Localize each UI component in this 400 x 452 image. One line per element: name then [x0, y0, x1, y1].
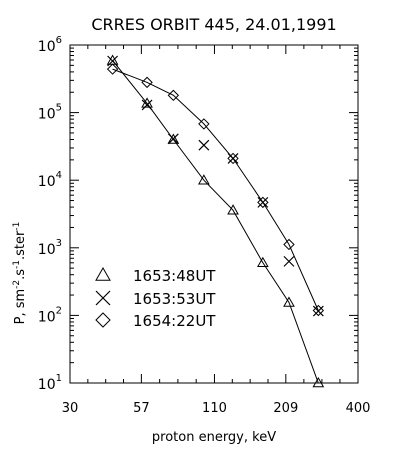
- data-point: [167, 133, 179, 145]
- y-tick-exp: 2: [56, 305, 62, 316]
- y-label-exp-1: -2: [12, 280, 22, 289]
- data-point: [257, 256, 269, 268]
- data-point: [227, 204, 239, 215]
- data-point: [312, 304, 325, 317]
- data-point: [106, 63, 119, 75]
- x-tick-label: 57: [133, 401, 150, 416]
- legend-label: 1653:48UT: [133, 267, 216, 285]
- series-line: [112, 68, 319, 311]
- data-point: [167, 133, 180, 144]
- data-point: [283, 238, 295, 251]
- y-tick-exp: 4: [56, 170, 62, 181]
- y-tick-label: 102: [38, 305, 62, 325]
- x-tick-label: 400: [346, 401, 371, 416]
- legend-symbol: [95, 312, 111, 328]
- legend-label: 1654:22UT: [133, 312, 216, 330]
- y-label-mid-2: .ster: [13, 230, 28, 260]
- data-point: [257, 196, 269, 208]
- y-tick-exp: 3: [56, 238, 62, 249]
- y-tick-label: 105: [38, 103, 62, 123]
- y-tick-label: 104: [38, 170, 62, 190]
- x-tick-label: 209: [273, 401, 298, 416]
- y-tick-base: 10: [38, 107, 56, 123]
- data-point: [227, 152, 239, 165]
- y-tick-base: 10: [38, 39, 56, 55]
- data-point: [198, 118, 210, 130]
- y-label-mid-1: .s: [13, 269, 28, 280]
- data-point: [107, 55, 119, 67]
- legend: 1653:48UT 1653:53UT 1654:22UT: [95, 266, 216, 330]
- data-point: [312, 305, 324, 317]
- x-axis-label: proton energy, keV: [152, 430, 276, 445]
- x-tick-label: 110: [202, 401, 227, 416]
- y-tick-base: 10: [38, 174, 56, 190]
- y-label-exp-3: -1: [12, 222, 22, 231]
- data-point: [198, 139, 210, 151]
- data-point: [257, 196, 269, 209]
- data-point: [312, 376, 325, 388]
- data-point: [198, 174, 210, 185]
- legend-symbol: [95, 266, 111, 281]
- y-tick-label: 101: [38, 373, 62, 393]
- y-tick-base: 10: [38, 242, 56, 258]
- data-point: [141, 99, 153, 111]
- legend-label: 1653:53UT: [133, 290, 216, 308]
- y-tick-base: 10: [38, 377, 56, 393]
- chart-title: CRRES ORBIT 445, 24.01,1991: [91, 15, 336, 34]
- y-label-exp-2: -1: [12, 260, 22, 269]
- y-tick-exp: 5: [56, 103, 62, 114]
- data-point: [141, 76, 153, 89]
- y-tick-label: 106: [38, 35, 62, 55]
- plot-frame: [69, 44, 359, 384]
- y-label-base: P, sm: [13, 289, 28, 325]
- y-axis-label: P, sm-2.s-1.ster-1: [12, 222, 28, 325]
- data-point: [283, 296, 295, 307]
- data-markers: [106, 54, 325, 388]
- y-tick-exp: 1: [56, 373, 62, 384]
- data-point: [167, 89, 180, 102]
- y-tick-exp: 6: [56, 35, 62, 46]
- y-tick-base: 10: [38, 309, 56, 325]
- y-tick-label: 103: [38, 238, 62, 258]
- x-tick-label: 30: [62, 401, 79, 416]
- data-point: [227, 152, 239, 164]
- data-point: [283, 255, 295, 267]
- legend-symbol: [95, 290, 111, 306]
